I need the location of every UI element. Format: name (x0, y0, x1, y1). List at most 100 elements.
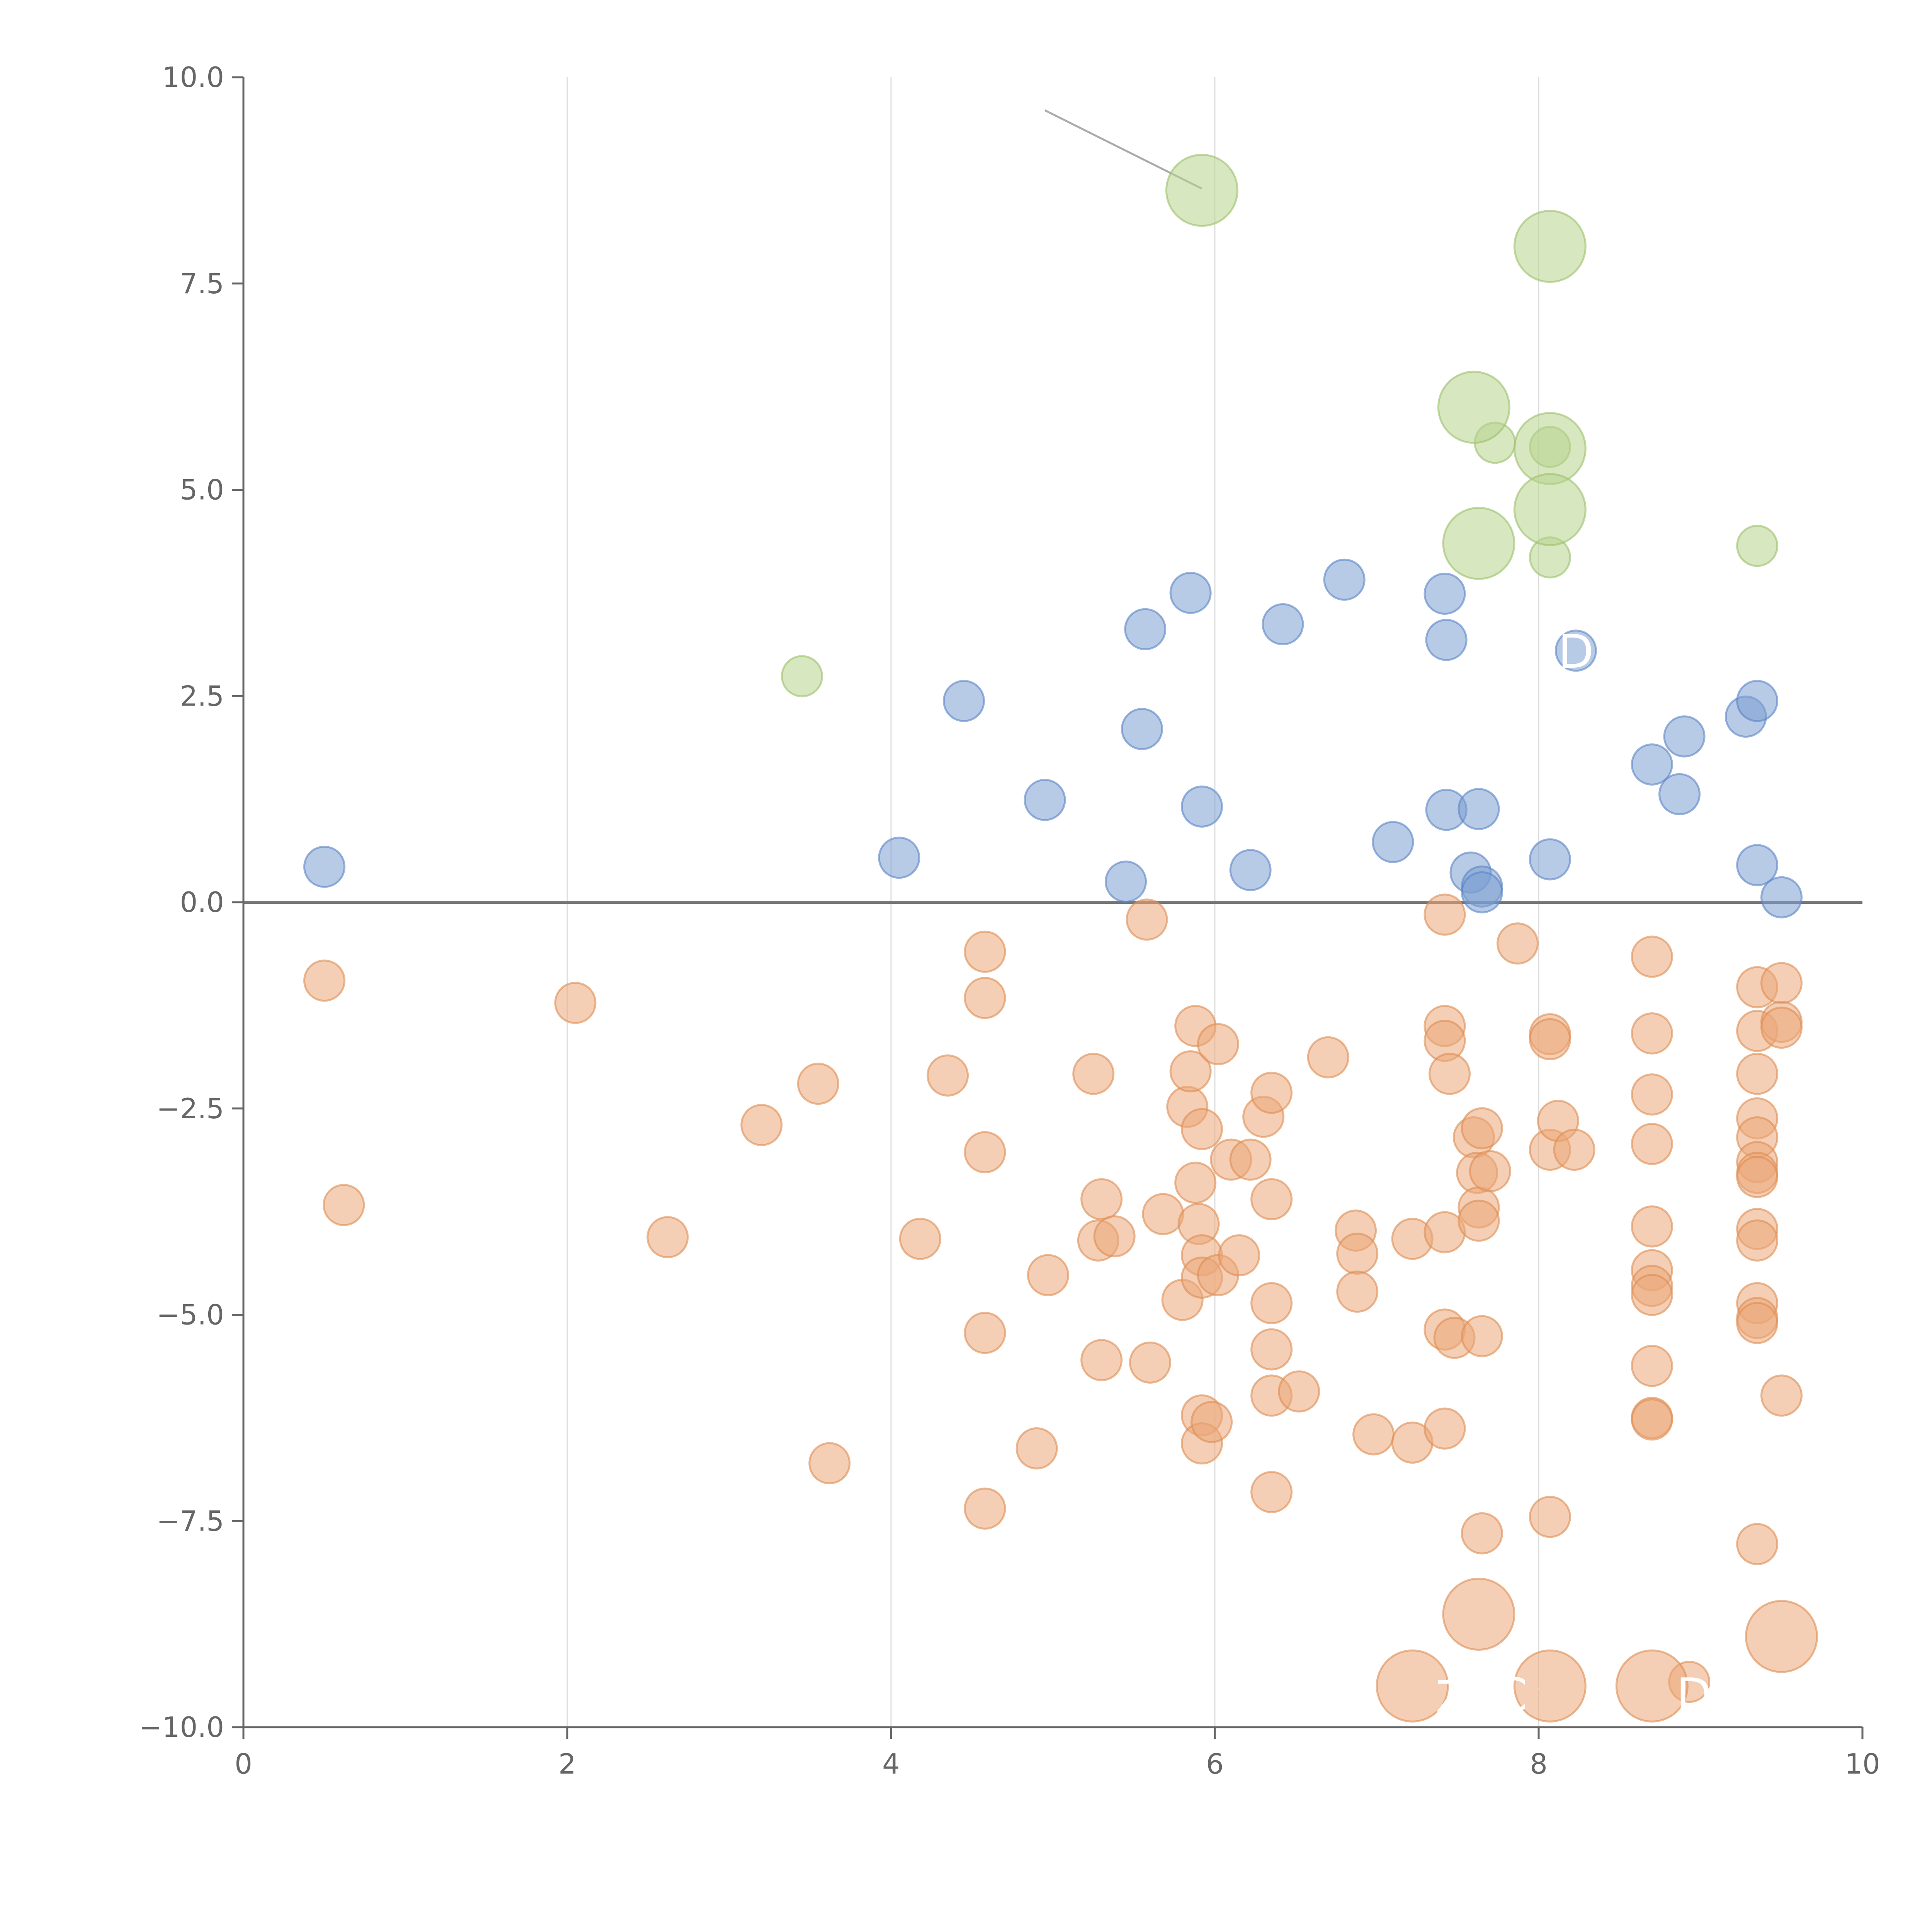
orange-point-105 (1760, 962, 1803, 1004)
orange-highlight-point-10 (1615, 1649, 1689, 1723)
green-point-4 (1736, 525, 1779, 567)
orange-point-87 (1631, 1345, 1673, 1387)
orange-point-42 (1250, 1071, 1293, 1114)
point-label-1: Z (1435, 1671, 1467, 1725)
x-tick-label-1: 2 (558, 1748, 576, 1780)
orange-highlight-point-8 (1376, 1649, 1449, 1723)
green-highlight-point-5 (1442, 507, 1515, 580)
point-label-0: D (1558, 625, 1594, 679)
orange-point-14 (1015, 1427, 1058, 1469)
orange-point-43 (1250, 1178, 1293, 1221)
y-tick-label-7: 7.5 (180, 267, 224, 300)
orange-point-108 (1760, 1374, 1803, 1417)
orange-point-93 (1736, 1053, 1779, 1095)
y-tick-label-4: 0.0 (180, 886, 224, 918)
orange-point-78 (1553, 1129, 1595, 1171)
orange-point-23 (1142, 1193, 1184, 1235)
blue-point-11 (1323, 558, 1366, 601)
blue-point-10 (1262, 603, 1304, 646)
orange-point-44 (1250, 1282, 1293, 1325)
x-tick-label-3: 6 (1206, 1748, 1224, 1780)
blue-point-5 (1121, 708, 1163, 750)
orange-point-6 (808, 1442, 851, 1485)
orange-point-4 (740, 1104, 783, 1146)
orange-point-68 (1461, 1107, 1503, 1150)
blue-point-28 (1760, 876, 1803, 918)
orange-point-83 (1631, 1205, 1673, 1248)
x-tick-label-5: 10 (1845, 1748, 1880, 1780)
orange-point-40 (1229, 1138, 1272, 1181)
orange-point-86 (1631, 1274, 1673, 1316)
orange-point-16 (1072, 1053, 1115, 1095)
orange-point-81 (1631, 1073, 1673, 1116)
orange-point-36 (1197, 1023, 1239, 1065)
orange-point-26 (1169, 1050, 1212, 1093)
orange-point-80 (1631, 1012, 1673, 1054)
axes: 0 2 4 6 8 10 −10.0 −7.5 −5.0 −2.5 0.0 2.5 5.0 7.5 10.0 (139, 61, 1880, 1780)
green-highlight-point-1 (1513, 210, 1587, 283)
orange-point-2 (554, 981, 597, 1024)
y-tick-label-1: −7.5 (156, 1505, 224, 1537)
orange-highlight-point-6 (1442, 1578, 1515, 1651)
blue-point-2 (943, 680, 985, 722)
orange-point-100 (1736, 1219, 1779, 1262)
orange-point-74 (1529, 1018, 1571, 1060)
blue-point-8 (1180, 785, 1223, 828)
orange-point-18 (1080, 1178, 1123, 1221)
orange-point-12 (964, 1311, 1006, 1354)
orange-point-104 (1736, 1523, 1779, 1565)
orange-point-30 (1180, 1108, 1223, 1150)
orange-point-76 (1529, 1496, 1571, 1538)
orange-point-35 (1190, 1401, 1233, 1443)
x-tick-label-4: 8 (1530, 1748, 1548, 1780)
green-point-0 (781, 655, 823, 697)
orange-point-56 (1423, 893, 1466, 936)
orange-point-7 (899, 1218, 941, 1260)
orange-point-48 (1278, 1370, 1320, 1413)
y-tick-label-0: −10.0 (139, 1711, 224, 1743)
orange-point-22 (1129, 1341, 1171, 1384)
blue-point-1 (878, 837, 920, 879)
blue-point-27 (1736, 844, 1779, 886)
blue-point-19 (1461, 871, 1503, 913)
blue-point-26 (1736, 680, 1779, 722)
orange-point-1 (323, 1184, 365, 1226)
orange-point-67 (1458, 1199, 1500, 1242)
orange-point-69 (1461, 1315, 1503, 1357)
blue-point-3 (1024, 779, 1066, 821)
orange-point-61 (1423, 1407, 1466, 1450)
orange-point-13 (964, 1487, 1006, 1530)
y-tick-label-3: −2.5 (156, 1092, 224, 1125)
orange-point-79 (1631, 935, 1673, 978)
blue-point-9 (1229, 849, 1272, 891)
orange-point-82 (1631, 1123, 1673, 1165)
orange-point-15 (1027, 1254, 1069, 1296)
orange-point-89 (1631, 1398, 1673, 1441)
orange-point-62 (1429, 1053, 1471, 1095)
blue-point-24 (1663, 715, 1706, 758)
orange-highlight-point-7 (1745, 1600, 1818, 1673)
orange-point-70 (1461, 1512, 1503, 1554)
green-highlight-point-0 (1165, 153, 1238, 227)
green-highlight-point-4 (1513, 473, 1587, 546)
blue-point-0 (303, 845, 345, 888)
orange-point-45 (1250, 1328, 1293, 1371)
blue-point-6 (1124, 608, 1167, 650)
orange-point-53 (1352, 1413, 1395, 1456)
data-points (303, 153, 1818, 1723)
blue-point-23 (1658, 773, 1701, 815)
point-labels: D Z C D (1435, 625, 1712, 1725)
blue-point-4 (1105, 861, 1147, 903)
blue-point-12 (1372, 821, 1414, 863)
orange-point-107 (1760, 1007, 1803, 1049)
orange-point-0 (303, 959, 345, 1002)
orange-point-103 (1736, 1302, 1779, 1344)
orange-point-8 (927, 1054, 969, 1097)
orange-point-9 (964, 930, 1006, 973)
point-label-2: C (1495, 1669, 1527, 1723)
blue-point-17 (1458, 788, 1500, 830)
x-tick-label-2: 4 (882, 1748, 900, 1780)
blue-point-14 (1425, 619, 1468, 661)
orange-point-72 (1497, 922, 1539, 965)
